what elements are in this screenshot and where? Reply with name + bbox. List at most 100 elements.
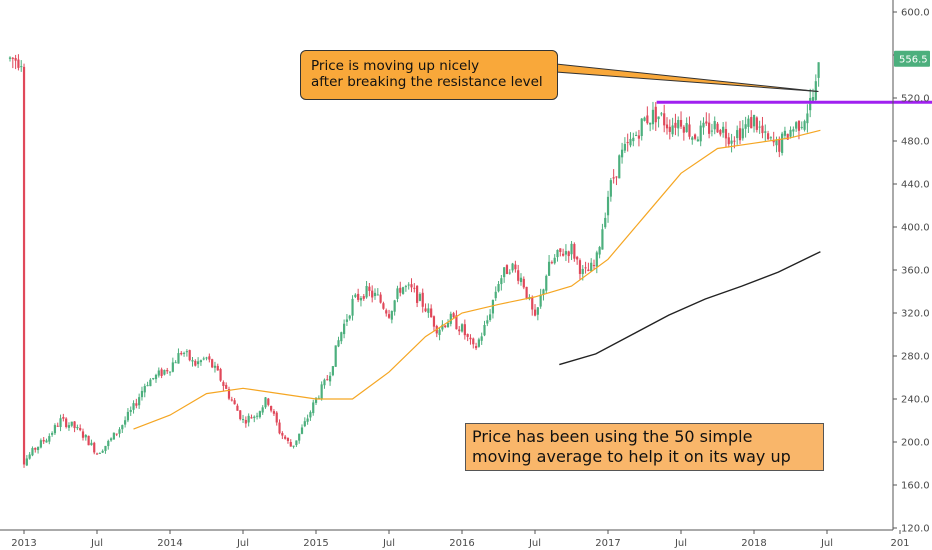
candle-body: [696, 139, 699, 142]
candle-body: [730, 140, 733, 144]
candle-body: [682, 126, 685, 133]
x-tick-label: 2017: [595, 538, 620, 549]
candle-body: [73, 421, 76, 429]
annotation-pointer: [555, 63, 819, 93]
candle-body: [517, 270, 520, 281]
candle-body: [738, 128, 742, 141]
candle-body: [533, 309, 537, 316]
x-tick-label: 2013: [11, 538, 36, 549]
x-tick-label: 2018: [741, 538, 766, 549]
candle-body: [334, 345, 337, 367]
candle-body: [174, 362, 177, 364]
candle-body: [227, 388, 231, 399]
candle-body: [545, 275, 548, 291]
candle-body: [233, 400, 236, 405]
candle-body: [87, 435, 90, 446]
candle-body: [275, 412, 278, 423]
x-axis-ticks: 2013 Jul 2014 Jul 2015 Jul 2016 Jul 2017 Jul 2018 J…: [11, 530, 910, 549]
candle-body: [126, 411, 130, 421]
candle-body: [328, 375, 332, 382]
candle-body: [326, 379, 329, 381]
annotation-breakout-line2: after breaking the resistance level: [311, 74, 543, 90]
candle-body: [590, 262, 593, 272]
candle-body: [222, 382, 225, 386]
candle-body: [121, 425, 124, 430]
candle-body: [343, 323, 346, 335]
candle-body: [441, 324, 444, 330]
candle-body: [741, 128, 744, 139]
candle-body: [668, 126, 671, 132]
candle-body: [270, 406, 273, 411]
candle-body: [84, 435, 87, 438]
candle-body: [660, 113, 663, 115]
candle-body: [623, 143, 626, 151]
plot-area: [8, 54, 932, 468]
candle-body: [781, 133, 784, 153]
candle-body: [750, 117, 753, 129]
candle-body: [59, 418, 62, 428]
candle-body: [570, 243, 573, 255]
candle-body: [758, 126, 761, 128]
candle-body: [455, 315, 458, 330]
candle-body: [629, 138, 632, 146]
x-tick-label: Jul: [820, 538, 833, 549]
candle-body: [385, 310, 388, 314]
candle-body: [727, 137, 730, 145]
annotation-sma-line1: Price has been using the 50 simple: [472, 427, 753, 446]
candle-body: [42, 439, 45, 442]
candle-body: [705, 121, 708, 124]
candle-body: [281, 433, 284, 436]
candle-body: [761, 125, 764, 134]
candle-body: [632, 137, 635, 142]
candle-body: [469, 337, 472, 340]
candle-body: [615, 176, 618, 178]
candle-body: [34, 447, 37, 450]
candle-body: [118, 429, 121, 434]
candle-body: [208, 356, 211, 360]
last-price-tag-bg: [894, 50, 930, 67]
candle-body: [182, 352, 186, 354]
candle-body: [28, 454, 31, 459]
candle-body: [357, 293, 360, 300]
candle-body: [531, 297, 534, 310]
candle-body: [766, 133, 770, 140]
candle-body: [185, 351, 188, 353]
candle-body: [497, 284, 500, 292]
candle-body: [438, 329, 441, 335]
candle-body: [640, 118, 643, 137]
candle-body: [806, 113, 809, 124]
candle-body: [416, 285, 419, 303]
candle-body: [382, 303, 385, 309]
candles: [8, 54, 820, 468]
candle-body: [646, 115, 649, 124]
candle-body: [811, 97, 815, 102]
candle-body: [241, 419, 245, 421]
x-tick-label: Jul: [90, 538, 103, 549]
x-tick-label: Jul: [236, 538, 249, 549]
candle-body: [373, 292, 377, 297]
candle-body: [421, 292, 424, 307]
candle-body: [225, 384, 228, 389]
candle-body: [710, 130, 714, 132]
candle-body: [685, 123, 688, 133]
candle-body: [171, 362, 174, 372]
candle-body: [284, 436, 287, 439]
candle-body: [261, 407, 264, 413]
x-tick-label: 2014: [157, 538, 182, 549]
x-tick-label: Jul: [674, 538, 687, 549]
candle-body: [188, 350, 191, 361]
candle-body: [466, 334, 469, 337]
candle-body: [724, 129, 728, 139]
candle-body: [693, 134, 697, 139]
y-tick-label: 440.0: [901, 180, 930, 191]
candle-body: [458, 329, 461, 332]
candle-body: [567, 251, 570, 257]
candle-body: [194, 360, 197, 366]
candle-body: [752, 115, 756, 127]
candle-body: [320, 384, 323, 400]
candle-body: [166, 370, 169, 372]
candle-body: [65, 418, 68, 428]
candle-body: [789, 129, 792, 137]
candle-body: [483, 324, 486, 336]
